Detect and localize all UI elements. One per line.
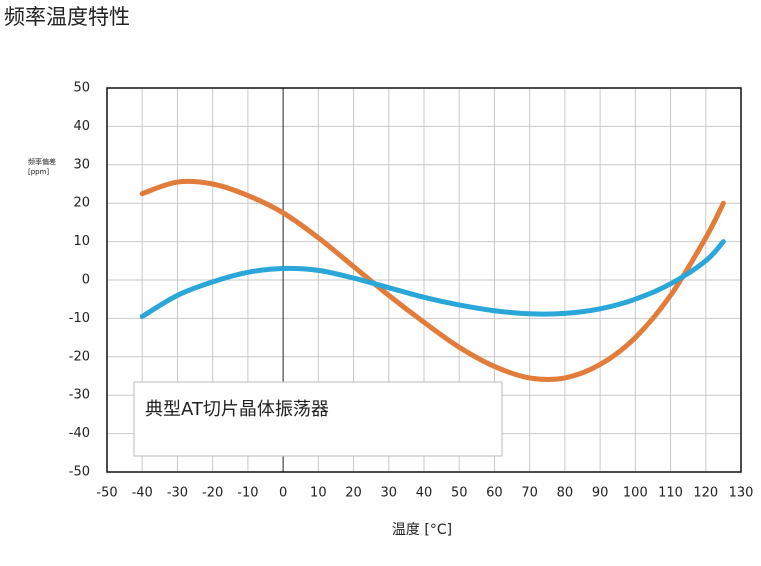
x-tick-label: -20 [202, 486, 223, 501]
x-tick-label: 30 [381, 486, 398, 501]
x-axis-label: 温度 [°C] [392, 522, 452, 538]
x-tick-label: -50 [96, 486, 117, 501]
x-tick-label: 50 [451, 486, 468, 501]
x-tick-label: 90 [592, 486, 609, 501]
y-axis-label: 频率偏差 [28, 157, 56, 166]
y-axis-label: [ppm] [28, 168, 49, 176]
y-tick-label: 40 [73, 119, 90, 134]
x-tick-label: 120 [693, 486, 718, 501]
x-tick-label: 40 [416, 486, 433, 501]
y-tick-label: -30 [69, 388, 90, 403]
x-tick-label: 60 [486, 486, 503, 501]
x-tick-label: 0 [279, 486, 287, 501]
y-tick-label: 0 [82, 273, 90, 288]
y-tick-label: 30 [73, 157, 90, 172]
y-tick-label: -10 [69, 311, 90, 326]
series-line [139, 239, 726, 319]
legend-box [133, 381, 503, 457]
y-tick-label: -20 [69, 349, 90, 364]
chart-title: 频率温度特性 [4, 5, 130, 29]
x-tick-label: 110 [658, 486, 683, 501]
x-tick-label: 70 [521, 486, 538, 501]
series-line [139, 178, 726, 382]
x-tick-label: 10 [310, 486, 327, 501]
y-tick-label: 20 [73, 196, 90, 211]
x-tick-label: 20 [345, 486, 362, 501]
plot-border [106, 87, 742, 473]
x-tick-label: -40 [132, 486, 153, 501]
x-tick-label: -30 [167, 486, 188, 501]
y-tick-label: -40 [69, 426, 90, 441]
x-tick-label: -10 [237, 486, 258, 501]
y-tick-label: 50 [73, 81, 90, 96]
x-tick-label: 80 [557, 486, 574, 501]
y-tick-label: 10 [73, 234, 90, 249]
x-tick-label: 100 [623, 486, 648, 501]
y-tick-label: -50 [69, 465, 90, 480]
x-tick-label: 130 [729, 486, 754, 501]
legend-title: 典型AT切片晶体振荡器 [145, 399, 329, 420]
